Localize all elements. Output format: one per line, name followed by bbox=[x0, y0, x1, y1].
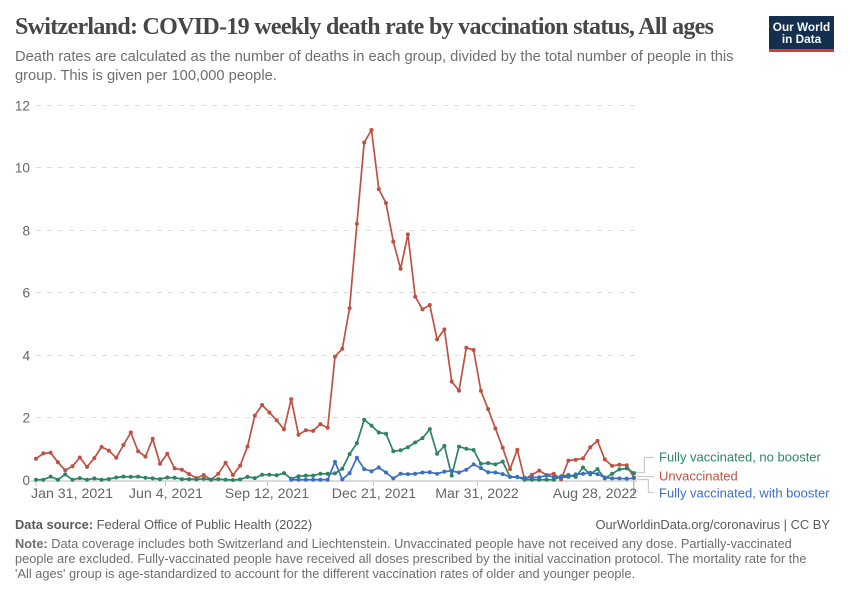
svg-text:4: 4 bbox=[22, 348, 30, 363]
svg-text:Jun 4, 2021: Jun 4, 2021 bbox=[129, 486, 203, 502]
svg-text:Mar 31, 2022: Mar 31, 2022 bbox=[435, 486, 519, 502]
svg-text:Sep 12, 2021: Sep 12, 2021 bbox=[225, 486, 310, 502]
svg-text:0: 0 bbox=[22, 473, 30, 488]
svg-text:12: 12 bbox=[15, 98, 30, 113]
svg-text:Aug 28, 2022: Aug 28, 2022 bbox=[553, 486, 638, 502]
svg-text:8: 8 bbox=[22, 223, 30, 238]
svg-text:Unvaccinated: Unvaccinated bbox=[659, 469, 738, 484]
svg-text:10: 10 bbox=[15, 160, 31, 175]
svg-text:Dec 21, 2021: Dec 21, 2021 bbox=[332, 486, 417, 502]
svg-text:6: 6 bbox=[22, 285, 30, 300]
svg-text:Fully vaccinated, no booster: Fully vaccinated, no booster bbox=[659, 450, 822, 465]
svg-text:Fully vaccinated, with booster: Fully vaccinated, with booster bbox=[659, 486, 830, 501]
svg-text:Jan 31, 2021: Jan 31, 2021 bbox=[31, 486, 113, 502]
svg-text:2: 2 bbox=[22, 410, 30, 425]
